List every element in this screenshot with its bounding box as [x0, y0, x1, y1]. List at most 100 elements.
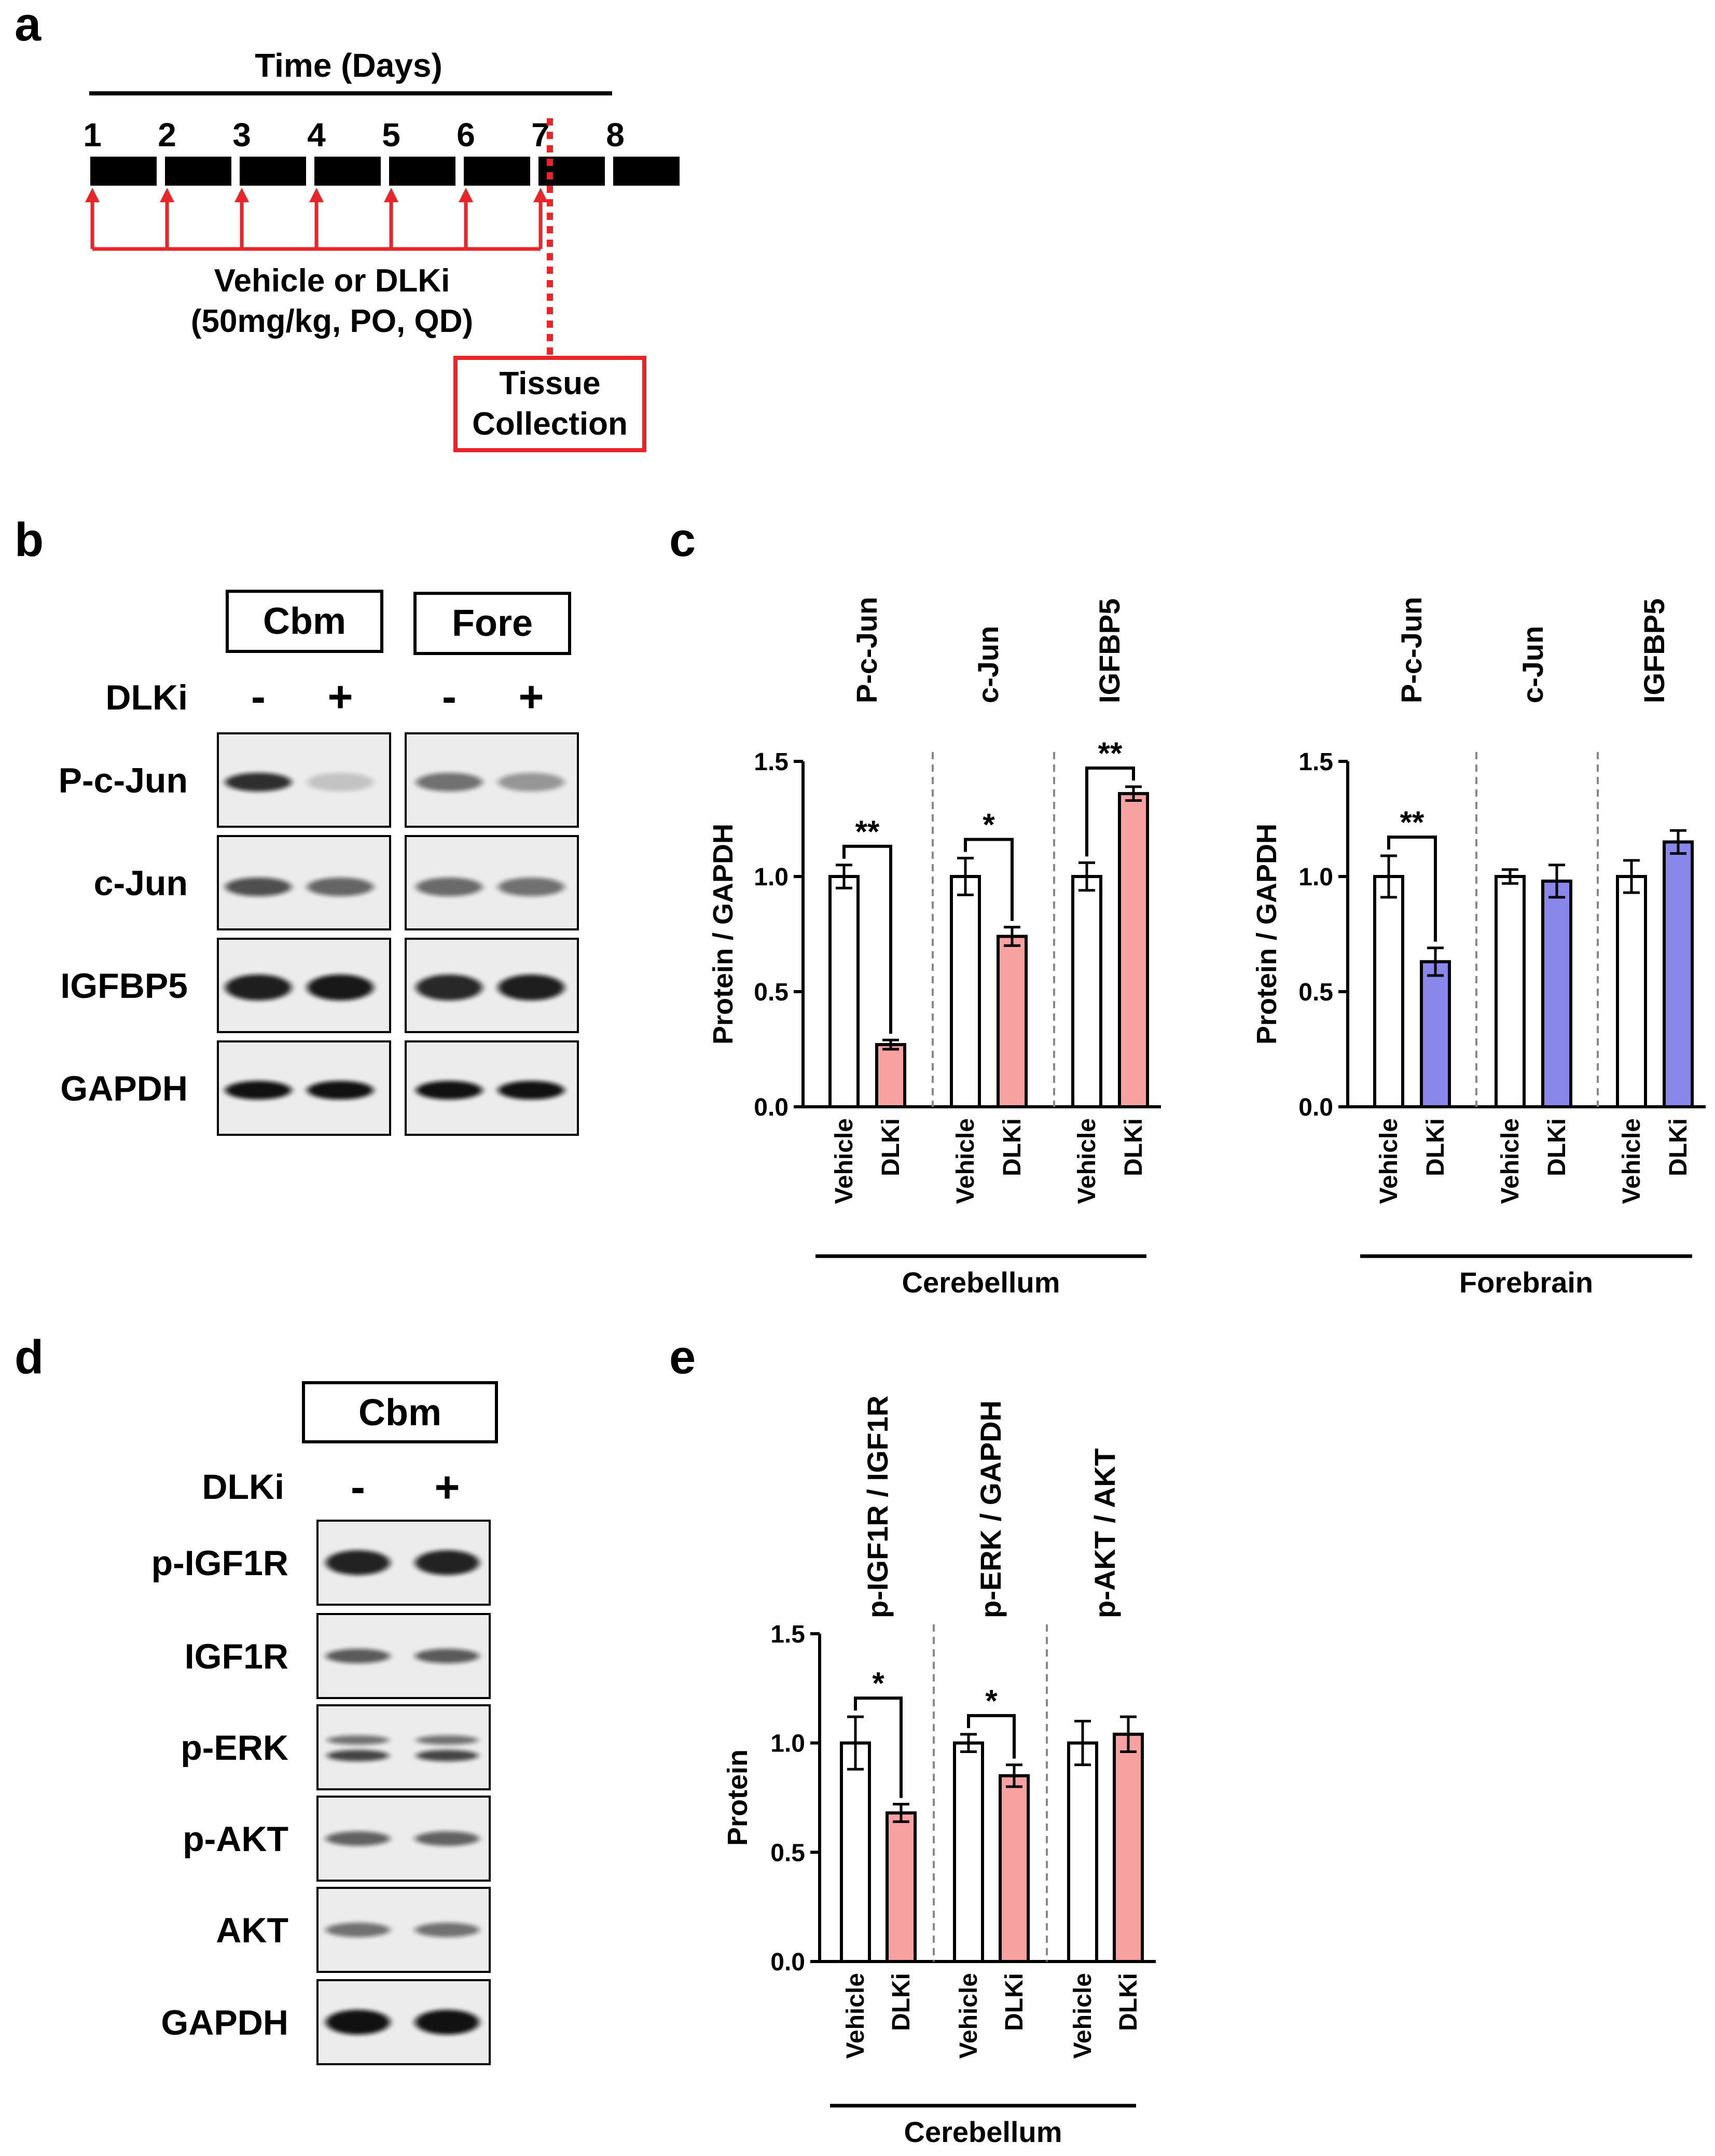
- dose-arrow-head: [309, 188, 324, 202]
- treatment-label-d: DLKi: [202, 1467, 284, 1507]
- blot-band-d: [415, 2010, 479, 2035]
- bar-dlki: [997, 935, 1028, 1108]
- chart-c-cerebellum: 0.0 0.5 1.0 1.5 Protein / GAPDH P-c-Jun Vehicl…: [708, 597, 1161, 1299]
- collection-label-line1: Tissue: [499, 366, 600, 401]
- bar-dlki: [875, 1043, 906, 1108]
- day-label: 4: [307, 116, 326, 154]
- blot-band: [416, 975, 482, 1000]
- day-label: 1: [83, 116, 102, 154]
- blot-b-body: - + - + P-c-Jun c-Jun IGFBP5 GAPDH: [59, 672, 579, 1136]
- day-block: [464, 157, 530, 186]
- panel-d: d Cbm DLKi - + p-IGF1R IGF1R p-ERK p-AKT AKT GA…: [15, 1331, 498, 2065]
- significance-mark: **: [1098, 736, 1123, 771]
- significance-bracket: [842, 844, 892, 1034]
- dose-arrows: [85, 188, 548, 251]
- blot-band: [498, 878, 564, 896]
- x-category-label: Vehicle: [952, 1118, 979, 1204]
- bar-vehicle: [1616, 875, 1647, 1108]
- bar-vehicle: [953, 1741, 984, 1964]
- blot-band: [416, 773, 482, 791]
- y-axis-label: Protein: [722, 1749, 753, 1846]
- blot-row-label: P-c-Jun: [59, 761, 188, 800]
- dose-arrow-head: [384, 188, 398, 202]
- treatment-sign: -: [442, 672, 457, 721]
- blot-band-d: [416, 1735, 478, 1745]
- blot-band-d: [326, 1649, 390, 1663]
- day-labels: 1 2 3 4 5 6 7 8: [83, 116, 625, 154]
- collection-box: [453, 356, 646, 452]
- x-category-label: DLKi: [877, 1118, 905, 1176]
- panel-label-d: d: [15, 1331, 44, 1384]
- blot-band-d: [326, 2010, 390, 2035]
- bar-vehicle: [840, 1741, 871, 1964]
- panel-label-b: b: [15, 513, 44, 566]
- y-axis-label: Protein / GAPDH: [1251, 824, 1282, 1045]
- tissue-label-fore: Fore: [452, 603, 533, 644]
- blot-row-label-d: p-IGF1R: [151, 1543, 288, 1583]
- blot-band: [498, 975, 564, 1000]
- blot-row-label: GAPDH: [60, 1069, 188, 1108]
- blot-band-d: [326, 1550, 390, 1575]
- blot-band-d: [415, 1649, 479, 1663]
- collection-label-line2: Collection: [472, 406, 628, 442]
- x-category-label: Vehicle: [1069, 1973, 1097, 2058]
- treatment-sign: +: [327, 672, 353, 721]
- tissue-label-cbm-d: Cbm: [358, 1392, 441, 1434]
- day-blocks: [90, 157, 680, 186]
- group-protein-label: P-c-Jun: [850, 597, 883, 703]
- bar-dlki: [1118, 792, 1149, 1109]
- treatment-sign: -: [251, 672, 266, 721]
- x-category-label: DLKi: [1115, 1973, 1142, 2031]
- x-category-label: DLKi: [1543, 1118, 1571, 1176]
- blot-band-d: [415, 1550, 479, 1575]
- y-tick-label: 1.5: [1298, 748, 1333, 776]
- blot-row-label-d: p-AKT: [183, 1819, 288, 1859]
- chart-c-forebrain: 0.0 0.5 1.0 1.5 Protein / GAPDH P-c-Jun Vehicl…: [1251, 597, 1706, 1299]
- x-category-label: Vehicle: [1618, 1118, 1645, 1204]
- blot-membrane-d: [316, 1704, 491, 1790]
- bar-vehicle: [1071, 875, 1102, 1108]
- day-block: [314, 157, 381, 186]
- x-category-label: Vehicle: [955, 1973, 983, 2058]
- panel-label-a: a: [15, 0, 42, 51]
- y-tick-label: 0.5: [754, 979, 789, 1006]
- panel-c: c 0.0 0.5 1.0 1.5 Protein / GAPDH P-c-Jun Vehi…: [669, 513, 1706, 1299]
- day-block: [165, 157, 231, 186]
- significance-mark: *: [983, 807, 995, 842]
- x-category-label: Vehicle: [1375, 1118, 1403, 1204]
- significance-mark: *: [985, 1684, 998, 1718]
- x-category-label: DLKi: [999, 1118, 1026, 1176]
- treatment-sign-d: +: [434, 1463, 460, 1511]
- tissue-box-fore: [413, 592, 571, 655]
- panel-label-c: c: [669, 513, 696, 566]
- y-tick-label: 1.0: [1298, 864, 1333, 891]
- bar-dlki: [1420, 960, 1451, 1109]
- panel-a: a Time (Days) 1 2 3 4 5 6 7 8 Vehicle or DLKi (…: [15, 0, 680, 452]
- group-protein-label: IGFBP5: [1093, 599, 1126, 703]
- day-block: [240, 157, 306, 186]
- y-tick-label: 1.5: [754, 748, 789, 776]
- x-category-label: DLKi: [1120, 1118, 1147, 1176]
- bar-dlki: [1663, 840, 1694, 1109]
- tissue-box-cbm-d: [302, 1381, 498, 1443]
- significance-bracket: [854, 1696, 903, 1798]
- significance-mark: **: [1400, 805, 1424, 840]
- group-protein-label: c-Jun: [972, 626, 1004, 703]
- blot-band-d: [415, 1831, 479, 1846]
- day-label: 7: [531, 116, 550, 154]
- blot-band: [225, 878, 292, 896]
- blot-band: [225, 1081, 292, 1100]
- x-category-label: Vehicle: [842, 1973, 869, 2058]
- dose-arrow-head: [533, 188, 548, 202]
- day-label: 3: [232, 116, 251, 154]
- panel-label-e: e: [669, 1331, 696, 1384]
- blot-row-label: c-Jun: [94, 864, 188, 903]
- chart-e-cerebellum: 0.0 0.5 1.0 1.5 Protein p-IGF1R / IGF1R Vehicl…: [722, 1396, 1156, 2148]
- x-category-label: DLKi: [1001, 1973, 1028, 2031]
- region-label: Forebrain: [1459, 1266, 1593, 1299]
- bar-dlki: [999, 1774, 1030, 1964]
- day-label: 6: [457, 116, 475, 154]
- day-label: 5: [382, 116, 400, 154]
- group-protein-label: IGFBP5: [1638, 599, 1670, 703]
- blot-band-d: [327, 1735, 389, 1745]
